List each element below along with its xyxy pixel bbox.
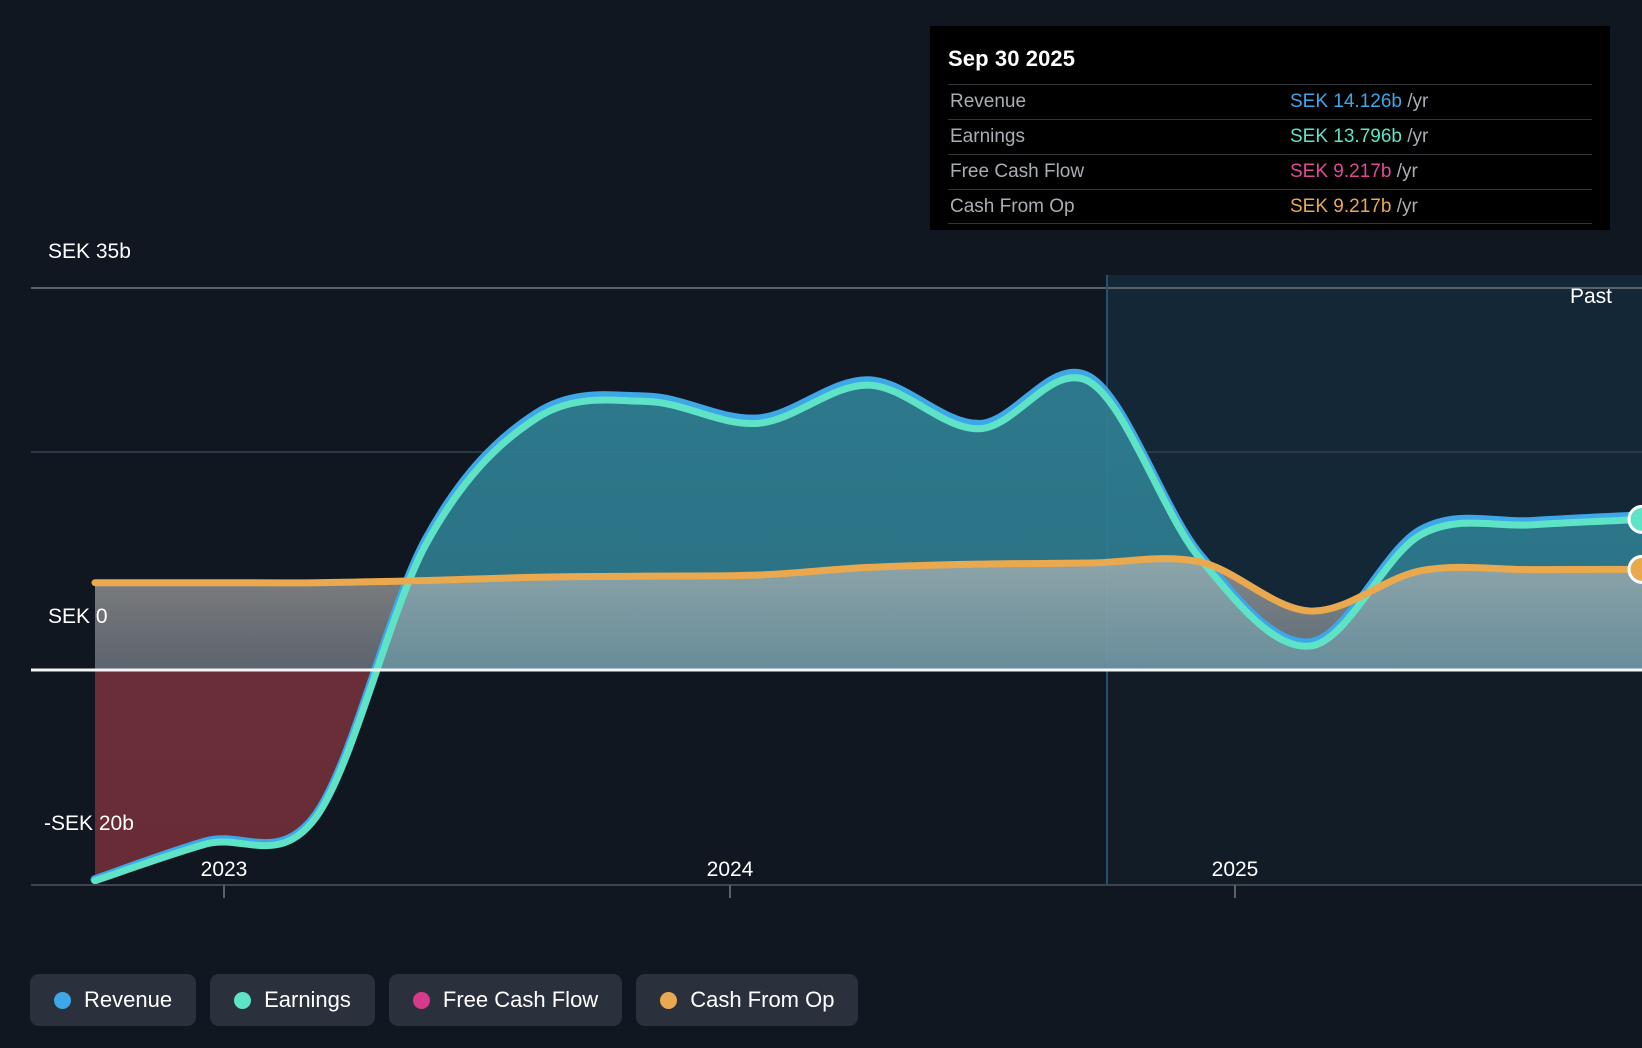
- tooltip-metric-label: Free Cash Flow: [950, 161, 1085, 182]
- tooltip-rows: Revenue SEK 14.126b /yr Earnings SEK 13.796…: [948, 84, 1592, 224]
- legend-item-free-cash-flow[interactable]: Free Cash Flow: [388, 974, 623, 1026]
- legend-item-cash-from-op[interactable]: Cash From Op: [636, 974, 859, 1026]
- y-axis-top-label: SEK 35b: [48, 240, 131, 263]
- cash-from-op-line: [91, 555, 1642, 615]
- x-axis-tick-label: 2024: [706, 858, 754, 881]
- earnings-area-negative: [95, 670, 1642, 881]
- legend-label: Free Cash Flow: [442, 987, 599, 1012]
- legend-label: Revenue: [84, 987, 173, 1012]
- tooltip-metric-unit: /yr: [1391, 161, 1418, 182]
- tooltip-row: Earnings SEK 13.796b /yr: [948, 119, 1592, 154]
- tooltip-metric-value-wrap: SEK 13.796b /yr: [1290, 126, 1590, 148]
- tooltip-metric-value-wrap: SEK 9.217b /yr: [1290, 161, 1590, 183]
- legend-label: Cash From Op: [690, 987, 835, 1012]
- tooltip-metric-label: Revenue: [950, 91, 1027, 112]
- chart-legend: Revenue Earnings Free Cash Flow Cash From O…: [30, 974, 859, 1026]
- x-axis-tick-label: 2023: [200, 858, 248, 881]
- earnings-line: [91, 374, 1642, 885]
- tooltip-metric-value: SEK 13.796b: [1290, 126, 1402, 147]
- series-end-marker: [1627, 554, 1642, 584]
- tooltip-row: Cash From Op SEK 9.217b /yr: [948, 189, 1592, 224]
- past-highlight-band-lower: [1107, 665, 1642, 885]
- legend-item-earnings[interactable]: Earnings: [210, 974, 375, 1026]
- tooltip-metric-value: SEK 9.217b: [1290, 161, 1392, 182]
- legend-color-dot-icon: [660, 991, 678, 1009]
- y-axis-zero-label: SEK 0: [48, 605, 108, 628]
- tooltip-row: Free Cash Flow SEK 9.217b /yr: [948, 154, 1592, 189]
- tooltip-metric-label: Cash From Op: [950, 195, 1075, 217]
- tooltip-metric-value: SEK 14.126b: [1290, 91, 1402, 112]
- legend-color-dot-icon: [54, 991, 71, 1009]
- tooltip-row: Revenue SEK 14.126b /yr: [948, 84, 1592, 119]
- tooltip-metric-label: Earnings: [950, 126, 1025, 147]
- legend-color-dot-icon: [412, 991, 430, 1009]
- series-end-markers: [1627, 504, 1642, 584]
- tooltip-date: Sep 30 2025: [948, 46, 1076, 71]
- y-axis-bottom-label: -SEK 20b: [44, 812, 134, 835]
- series-end-marker: [1627, 504, 1642, 534]
- data-tooltip: Sep 30 2025 Revenue SEK 14.126b /yr Earnin…: [930, 26, 1610, 230]
- legend-color-dot-icon: [234, 991, 252, 1009]
- cash-from-op-area: [95, 558, 1642, 670]
- tooltip-metric-value: SEK 9.217b: [1290, 195, 1392, 217]
- past-period-label: Past: [1569, 285, 1612, 308]
- x-axis-tick-label: 2025: [1211, 858, 1259, 881]
- legend-label: Earnings: [264, 987, 351, 1012]
- tooltip-metric-unit: /yr: [1401, 91, 1429, 112]
- x-axis-tick-marks: [223, 885, 1236, 898]
- legend-item-revenue[interactable]: Revenue: [30, 974, 197, 1026]
- tooltip-metric-unit: /yr: [1391, 195, 1418, 217]
- tooltip-metric-value-wrap: SEK 9.217b /yr: [1290, 196, 1590, 218]
- tooltip-metric-value-wrap: SEK 14.126b /yr: [1290, 91, 1590, 113]
- tooltip-metric-unit: /yr: [1401, 126, 1429, 147]
